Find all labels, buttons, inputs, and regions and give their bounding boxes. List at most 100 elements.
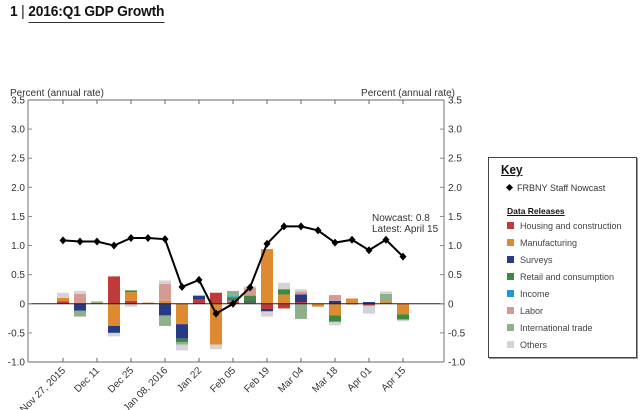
y-tick-label-right: 0.5 [448,270,462,281]
bar-segment-manufacturing [346,298,358,304]
x-tick-label: Dec 25 [106,365,136,395]
bar-segment-international-trade [74,310,86,317]
y-tick-label-left: 2.5 [11,154,25,165]
bar-segment-international-trade [91,301,103,303]
y-tick-label-left: 2.0 [11,183,25,194]
x-tick-label: Feb 05 [208,365,238,395]
bar-segment-surveys [159,303,171,316]
bar-segment-manufacturing [108,303,120,326]
legend-key: Key FRBNY Staff Nowcast Data Releases Ho… [488,157,637,358]
bar-segment-retail-and-consumption [244,295,256,302]
legend-nowcast-entry: FRBNY Staff Nowcast [505,183,605,193]
nowcast-point [314,226,322,235]
bar-segment-housing-and-construction [57,301,69,304]
legend-item-label: Income [520,288,550,299]
bar-segment-others [329,321,341,326]
bar-segment-surveys [295,294,307,303]
bar-segment-housing-and-construction [125,300,137,304]
bar-segment-surveys [261,309,273,312]
bar-segment-surveys [329,300,341,304]
legend-item: Surveys [507,251,622,268]
bar-segment-income [227,296,239,298]
bar-segment-retail-and-consumption [227,297,239,301]
bar-segment-others [125,303,137,307]
legend-swatch-icon [507,256,514,263]
nowcast-point [365,246,373,255]
nowcast-point [382,235,390,244]
x-tick-label: Feb 19 [242,365,272,395]
bar-segment-housing-and-construction [193,299,205,304]
bar-segment-surveys [244,301,256,303]
legend-item: Manufacturing [507,234,622,251]
legend-swatch-icon [507,290,514,297]
y-tick-label-left: -1.0 [8,358,26,369]
bar-segment-manufacturing [329,303,341,316]
bar-segment-housing-and-construction [261,303,273,310]
bar-segment-manufacturing [159,300,171,304]
y-tick-label-right: 3.5 [448,96,462,107]
y-tick-label-right: 2.0 [448,183,462,194]
x-tick-label: Apr 01 [346,365,375,394]
bar-segment-manufacturing [142,302,154,304]
legend-item-label: International trade [520,322,593,333]
axis-ticks: 3.5 3.5 3.0 3.0 2.5 2.5 2.0 2.0 1.5 1.5 1.0 1.0 0.5 0… [8,96,466,410]
legend-swatch-icon [507,273,514,280]
bar-segment-manufacturing [312,303,324,307]
bar-segment-surveys [108,325,120,333]
bar-segment-housing-and-construction [210,292,222,304]
legend-item: Income [507,285,622,302]
x-tick-label: Mar 18 [310,365,340,395]
diamond-marker-icon [505,183,514,192]
bar-segment-retail-and-consumption [329,315,341,322]
bar-segment-surveys [193,295,205,300]
legend-title: Key [501,162,523,177]
bar-segment-international-trade [159,315,171,326]
bar-segment-others [278,282,290,290]
nowcast-point [399,252,407,261]
y-tick-label-left: -0.5 [8,328,26,339]
bar-segment-international-trade [176,342,188,345]
nowcast-point [110,241,118,250]
bar-segment-international-trade [380,293,392,302]
bar-segment-international-trade [295,303,307,319]
bar-segment-retail-and-consumption [278,289,290,295]
nowcast-point [144,233,152,242]
bar-segment-retail-and-consumption [176,338,188,343]
legend-item-label: Manufacturing [520,237,578,248]
legend-swatch-icon [507,222,514,229]
bar-segment-surveys [74,303,86,311]
nowcast-point [76,237,84,246]
y-tick-label-left: 0.5 [11,270,25,281]
stacked-bars [57,249,409,351]
y-axis-label-right: Percent (annual rate) [361,88,455,99]
x-tick-label: Dec 11 [72,365,102,395]
legend-item-label: Housing and construction [520,220,622,231]
bar-segment-manufacturing [261,249,273,304]
y-tick-label-left: 1.5 [11,212,25,223]
bar-segment-others [108,332,120,337]
nowcast-point [178,282,186,291]
nowcast-point [195,275,203,284]
legend-item: Housing and construction [507,217,622,234]
y-tick-label-left: 3.5 [11,96,25,107]
bar-segment-retail-and-consumption [397,314,409,320]
x-tick-label: Mar 04 [276,365,306,395]
y-tick-label-left: 0 [19,299,25,310]
y-tick-label-right: -0.5 [448,328,466,339]
legend-swatch-icon [507,324,514,331]
nowcast-point [348,235,356,244]
bar-segment-housing-and-construction [295,302,307,304]
bar-segment-labor [159,283,171,301]
bar-segment-others [176,344,188,351]
bar-segment-manufacturing [176,303,188,325]
bar-segment-manufacturing [380,301,392,304]
bar-segment-manufacturing [91,302,103,304]
bar-segment-housing-and-construction [363,303,375,306]
title-text: 2016:Q1 GDP Growth [28,3,164,23]
nowcast-point [93,237,101,246]
legend-swatch-icon [507,239,514,246]
y-tick-label-right: -1.0 [448,358,466,369]
figure-number: 1 [10,3,18,20]
x-tick-label: Jan 22 [175,365,204,394]
